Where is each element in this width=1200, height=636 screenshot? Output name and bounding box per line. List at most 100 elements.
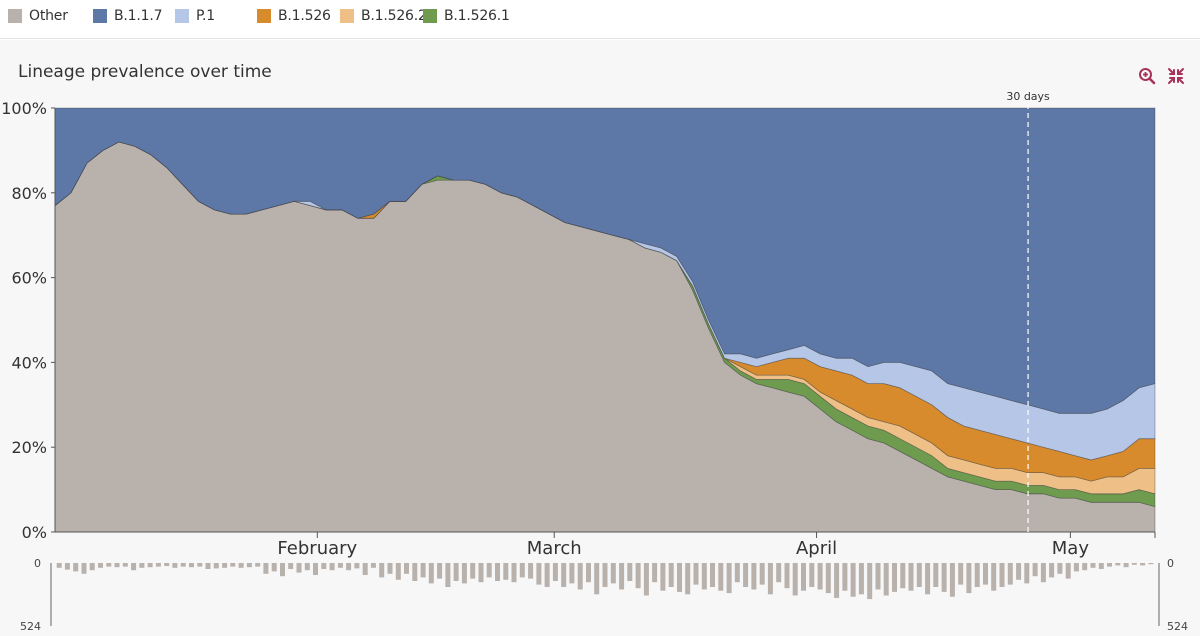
hist-bar: [255, 563, 261, 567]
hist-bar: [528, 563, 534, 579]
area-series-b117[interactable]: [54, 107, 1156, 414]
hist-bar: [801, 563, 806, 591]
hist-bar: [685, 563, 691, 595]
hist-bar: [652, 563, 658, 583]
hist-bar: [635, 563, 641, 589]
x-tick-label: April: [796, 538, 837, 559]
hist-bar: [677, 563, 682, 592]
legend-swatch-b1526: [257, 9, 271, 23]
hist-bottom-label: 524: [20, 620, 41, 633]
hist-bar: [594, 563, 600, 595]
hist-bar: [197, 563, 203, 567]
hist-bar: [925, 563, 931, 595]
hist-bar: [139, 563, 145, 568]
hist-bar: [486, 563, 492, 578]
hist-bar: [668, 563, 674, 587]
hist-bar: [916, 563, 922, 587]
thirty-day-marker: 30 days: [1006, 90, 1050, 532]
hist-bar: [817, 563, 823, 590]
hist-bar: [1140, 563, 1146, 566]
hist-bar: [1049, 563, 1055, 578]
hist-bar: [1040, 563, 1046, 583]
hist-bar: [304, 563, 310, 571]
hist-bar: [329, 563, 335, 571]
legend-item-p1[interactable]: P.1: [175, 7, 215, 25]
hist-bar: [238, 563, 244, 568]
legend-item-b15261[interactable]: B.1.526.1: [423, 7, 510, 25]
hist-bar: [420, 563, 426, 578]
legend-label-other: Other: [29, 8, 68, 24]
hist-bar: [271, 563, 277, 572]
hist-bar: [792, 563, 798, 596]
hist-bar: [577, 563, 583, 590]
x-tick-label: February: [277, 538, 357, 559]
hist-bar: [122, 563, 128, 567]
hist-bar: [172, 563, 178, 568]
legend-item-b1526[interactable]: B.1.526: [257, 7, 331, 25]
collapse-icon[interactable]: [1167, 67, 1185, 85]
legend-item-b15262[interactable]: B.1.526.2: [340, 7, 427, 25]
hist-bar: [222, 563, 228, 568]
y-tick-label: 20%: [11, 438, 47, 457]
hist-bar: [883, 563, 889, 596]
hist-bar: [809, 563, 815, 587]
hist-bar: [362, 563, 368, 575]
hist-bar: [759, 563, 765, 585]
hist-bar: [619, 563, 625, 590]
hist-bar: [180, 563, 186, 567]
hist-bar: [296, 563, 302, 573]
legend-swatch-b117: [93, 9, 107, 23]
hist-bar: [842, 563, 848, 591]
hist-bar: [495, 563, 500, 581]
hist-bar: [263, 563, 269, 574]
legend-label-b15261: B.1.526.1: [444, 8, 510, 24]
hist-bar: [503, 563, 509, 580]
marker-label: 30 days: [1006, 90, 1050, 103]
legend: Other B.1.1.7 P.1 B.1.526 B.1.526.2 B.1.…: [0, 0, 1200, 39]
hist-bar: [941, 563, 947, 592]
hist-bar: [346, 563, 352, 571]
hist-bar: [1007, 563, 1013, 585]
legend-swatch-b15261: [423, 9, 437, 23]
legend-item-b117[interactable]: B.1.1.7: [93, 7, 162, 25]
hist-bar: [693, 563, 699, 585]
hist-bar: [164, 563, 170, 566]
hist-bar: [900, 563, 906, 589]
hist-bar: [387, 563, 393, 574]
legend-label-p1: P.1: [196, 8, 216, 24]
zoom-in-icon[interactable]: [1138, 67, 1156, 85]
hist-bar: [370, 563, 376, 568]
hist-bar: [1016, 563, 1022, 580]
hist-bar: [1065, 563, 1071, 579]
hist-right-top-label: 0: [1167, 557, 1174, 570]
x-tick-label: May: [1052, 538, 1090, 559]
hist-bar: [313, 563, 318, 575]
legend-label-b1526: B.1.526: [278, 8, 331, 24]
hist-bar: [106, 563, 112, 567]
hist-bar: [734, 563, 740, 583]
chart-svg: 0%20%40%60%80%100%February March April May …: [1, 90, 1188, 633]
hist-bar: [470, 563, 476, 579]
hist-bar: [701, 563, 707, 590]
hist-bar: [288, 563, 294, 569]
hist-bar: [610, 563, 616, 584]
hist-bar: [751, 563, 757, 590]
hist-bar: [834, 563, 840, 598]
x-tick-label: March: [527, 538, 582, 559]
hist-bar: [189, 563, 194, 568]
legend-swatch-other: [8, 9, 22, 23]
legend-label-b15262: B.1.526.2: [361, 8, 427, 24]
hist-bar: [958, 563, 964, 585]
hist-bar: [627, 563, 633, 581]
hist-bar: [949, 563, 955, 597]
axes: 0% 20% 40% 60% 80% 100% February March April May: [1, 99, 1156, 559]
hist-bar: [660, 563, 666, 591]
hist-bar: [73, 563, 79, 572]
hist-bar: [461, 563, 467, 584]
hist-bar: [428, 563, 434, 584]
hist-bar: [321, 563, 327, 569]
hist-bar: [875, 563, 881, 590]
legend-item-other[interactable]: Other: [8, 7, 68, 25]
legend-label-b117: B.1.1.7: [114, 8, 163, 24]
hist-bar: [784, 563, 790, 589]
